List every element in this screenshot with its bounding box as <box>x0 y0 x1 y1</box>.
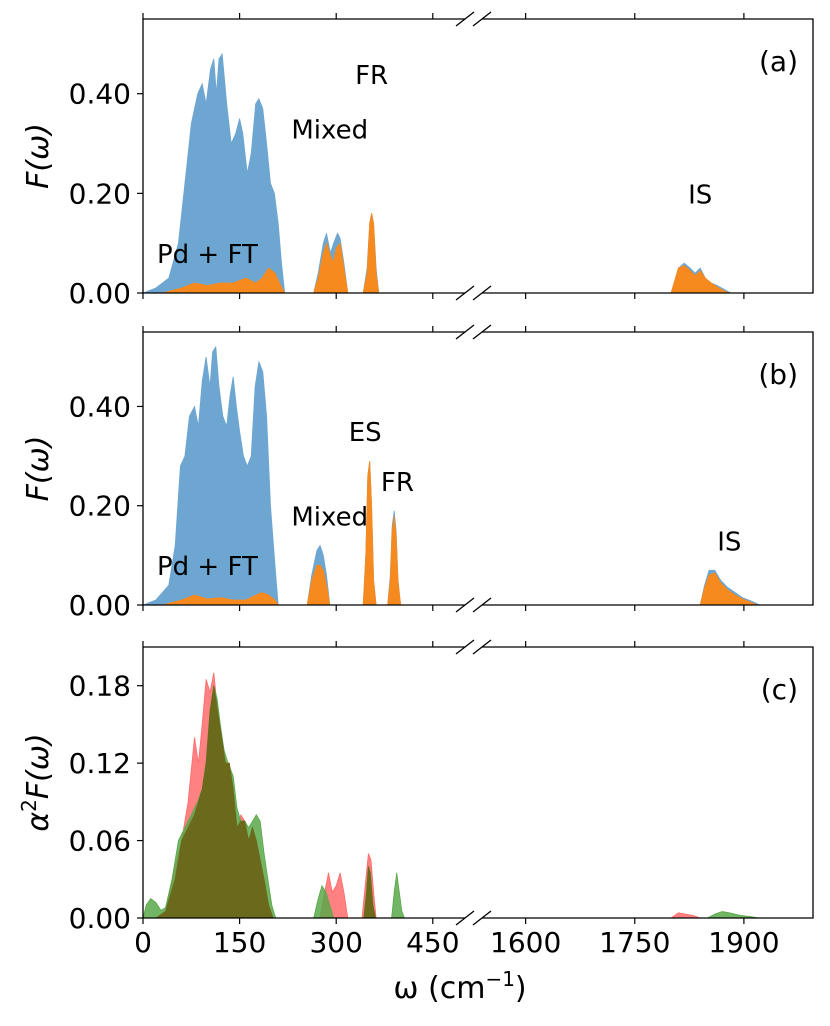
area-overlap-left-panel-c <box>143 685 376 918</box>
x-tick-label: 300 <box>309 926 362 959</box>
annotation-panel-a: IS <box>688 180 712 210</box>
annotation-panel-a: Pd + FT <box>157 240 258 270</box>
left-axis-spine-panel-b <box>142 331 465 606</box>
axis-break-mark <box>472 910 492 926</box>
y-axis-label-panel-b: F(ω) <box>21 436 56 502</box>
panel-label-a: (a) <box>759 45 798 78</box>
annotation-panel-b: Pd + FT <box>157 552 258 582</box>
axis-break-mark <box>472 285 492 301</box>
area-red-right-panel-c <box>670 912 701 918</box>
annotation-panel-b: Mixed <box>291 503 368 533</box>
area-orange-left-panel-a <box>143 213 380 293</box>
y-tick-label-panel-b: 0.40 <box>69 390 131 423</box>
axis-break-mark <box>455 324 475 340</box>
y-tick-label-panel-c: 0.00 <box>69 902 131 935</box>
x-axis-label: ω (cm−1) <box>393 967 526 1006</box>
area-orange-left-panel-b <box>143 461 402 605</box>
right-axis-spine-panel-b <box>482 331 814 606</box>
axis-break-mark <box>455 11 475 27</box>
area-total-left-panel-a <box>143 52 380 293</box>
y-tick-label-panel-a: 0.40 <box>69 78 131 111</box>
x-tick-label: 1750 <box>599 926 670 959</box>
x-tick-label: 150 <box>213 926 266 959</box>
y-tick-label-panel-a: 0.20 <box>69 177 131 210</box>
panel-b: 0.00 0.20 0.40 F(ω) (b) Pd + FT Mixed ES FR IS <box>21 324 814 622</box>
y-tick-label-panel-c: 0.06 <box>69 825 131 858</box>
area-green-right-panel-c <box>707 911 759 918</box>
x-tick-label: 0 <box>134 926 152 959</box>
panel-a: 0.00 0.20 0.40 F(ω) (a) Pd + FT Mixed FR IS <box>21 11 814 310</box>
x-tick-label: 1900 <box>708 926 779 959</box>
y-tick-label-panel-b: 0.00 <box>69 589 131 622</box>
axis-break-mark <box>472 324 492 340</box>
annotation-panel-b: FR <box>381 468 414 498</box>
annotation-panel-b: ES <box>349 418 382 448</box>
panel-c: 0.00 0.06 0.12 0.18 α2F(ω) (c) <box>17 639 814 935</box>
panel-label-b: (b) <box>758 358 798 391</box>
annotation-panel-b: IS <box>717 527 741 557</box>
area-orange-right-panel-a <box>670 265 730 293</box>
axis-break-mark <box>455 639 475 655</box>
axis-break-mark <box>455 910 475 926</box>
annotation-panel-a: Mixed <box>291 116 368 146</box>
y-axis-label-panel-c: α2F(ω) <box>17 733 56 831</box>
left-axis-spine-panel-a <box>142 18 465 294</box>
axis-break-mark <box>455 285 475 301</box>
y-tick-label-panel-b: 0.20 <box>69 490 131 523</box>
area-orange-right-panel-b <box>699 572 758 605</box>
y-tick-label-panel-c: 0.12 <box>69 747 131 780</box>
left-axis-spine-panel-c <box>142 646 465 919</box>
panel-label-c: (c) <box>761 673 798 706</box>
axis-break-mark <box>472 11 492 27</box>
right-axis-spine-panel-a <box>482 18 814 294</box>
axis-break-mark <box>455 597 475 613</box>
axis-break-mark <box>472 597 492 613</box>
annotation-panel-a: FR <box>355 61 388 91</box>
y-axis-label-panel-a: F(ω) <box>21 123 56 189</box>
axis-break-mark <box>472 639 492 655</box>
y-tick-label-panel-c: 0.18 <box>69 670 131 703</box>
y-tick-label-panel-a: 0.00 <box>69 277 131 310</box>
x-tick-label: 450 <box>406 926 459 959</box>
x-tick-label: 1600 <box>490 926 561 959</box>
right-axis-spine-panel-c <box>482 646 814 919</box>
